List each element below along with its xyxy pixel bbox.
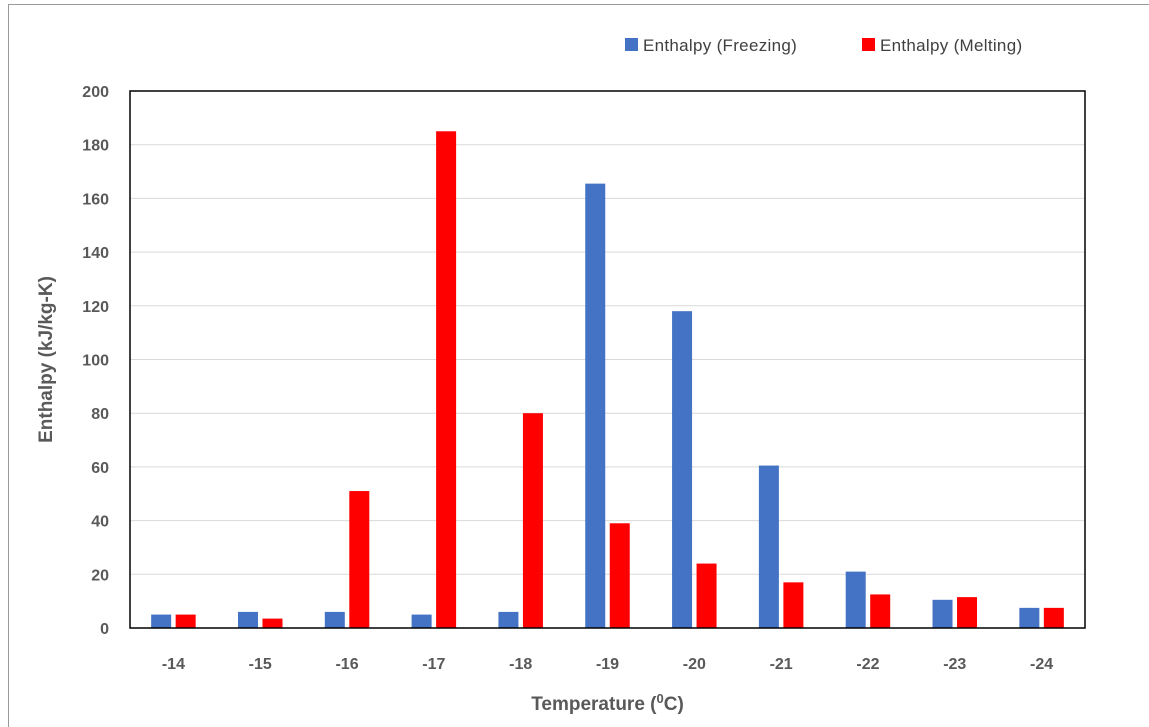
bar-melting <box>696 563 717 628</box>
x-tick-label: -24 <box>1030 656 1053 673</box>
y-tick-label: 120 <box>82 299 109 316</box>
x-tick-label: -19 <box>596 656 619 673</box>
bar-melting <box>522 413 543 628</box>
plot-area-border <box>129 90 1086 629</box>
y-tick-label: 80 <box>91 406 109 423</box>
bar-freezing <box>758 465 779 628</box>
legend: Enthalpy (Freezing) Enthalpy (Melting) <box>625 36 1022 55</box>
y-tick-label: 40 <box>91 514 109 531</box>
x-tick-label: -22 <box>856 656 879 673</box>
y-tick-label: 100 <box>82 353 109 370</box>
x-tick-label: -15 <box>249 656 272 673</box>
bar-melting <box>1043 607 1064 628</box>
y-tick-label: 160 <box>82 191 109 208</box>
x-tick-label: -16 <box>335 656 358 673</box>
bar-freezing <box>1019 607 1040 628</box>
x-tick-label: -23 <box>943 656 966 673</box>
legend-swatch <box>862 38 875 51</box>
bar-melting <box>783 582 804 628</box>
y-tick-label: 180 <box>82 138 109 155</box>
y-tick-label: 20 <box>91 567 109 584</box>
x-tick-labels: -14 -15 -16 -17 -18 -19 -20 -21 -22 -23 -24 <box>162 656 1053 673</box>
bar-melting <box>175 614 196 628</box>
bar-melting <box>870 594 891 628</box>
bars <box>151 131 1064 628</box>
x-tick-label: -20 <box>683 656 706 673</box>
gridlines <box>130 144 1085 575</box>
y-tick-label: 200 <box>82 84 109 101</box>
y-axis-title: Enthalpy (kJ/kg-K) <box>36 276 57 443</box>
y-tick-label: 0 <box>100 621 109 638</box>
legend-label: Enthalpy (Freezing) <box>643 36 797 55</box>
x-tick-label: -14 <box>162 656 185 673</box>
bar-melting <box>436 131 457 628</box>
bar-freezing <box>672 311 693 628</box>
bar-freezing <box>324 611 345 628</box>
bar-freezing <box>151 614 172 628</box>
x-tick-label: -18 <box>509 656 532 673</box>
bar-freezing <box>932 599 953 628</box>
bar-freezing <box>585 183 606 628</box>
y-tick-label: 140 <box>82 245 109 262</box>
bar-freezing <box>411 614 432 628</box>
y-tick-label: 60 <box>91 460 109 477</box>
bar-melting <box>609 523 630 628</box>
x-tick-label: -17 <box>422 656 445 673</box>
bar-freezing <box>498 611 519 628</box>
legend-swatch <box>625 38 638 51</box>
bar-freezing <box>237 611 258 628</box>
bar-melting <box>262 618 283 628</box>
bar-melting <box>349 491 370 628</box>
x-tick-label: -21 <box>770 656 793 673</box>
x-axis-title: Temperature (0C) <box>531 691 684 715</box>
legend-label: Enthalpy (Melting) <box>880 36 1022 55</box>
bar-freezing <box>845 571 866 628</box>
bar-melting <box>957 597 978 628</box>
y-tick-labels: 0 20 40 60 80 100 120 140 160 180 200 <box>82 84 109 638</box>
